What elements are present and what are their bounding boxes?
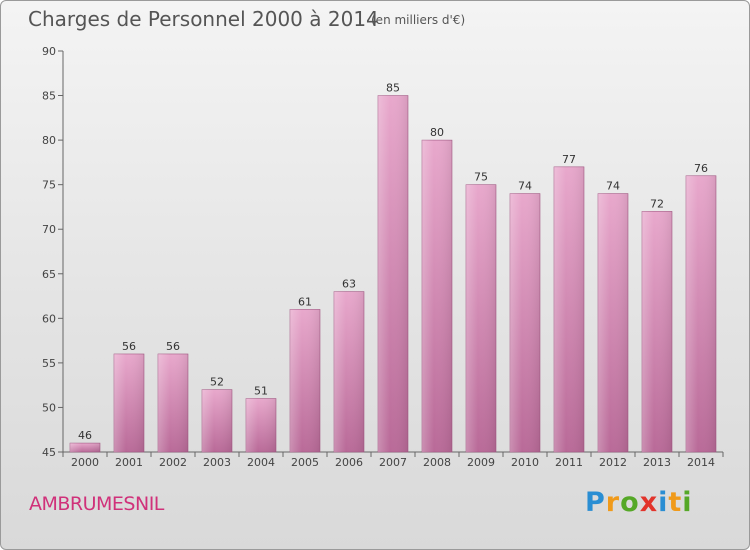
y-tick-label: 65 [42, 268, 56, 281]
x-tick-label: 2001 [115, 456, 143, 469]
data-label: 56 [166, 340, 180, 353]
bar-shade [158, 353, 188, 452]
x-tick-label: 2010 [511, 456, 539, 469]
logo-letter: i [682, 487, 693, 518]
logo-letter: o [620, 487, 640, 518]
logo-letter: P [585, 487, 606, 518]
x-tick-label: 2011 [555, 456, 583, 469]
x-tick-label: 2000 [71, 456, 99, 469]
unit-note: (en milliers d'€) [371, 13, 466, 27]
data-label: 74 [518, 180, 532, 193]
x-tick-label: 2003 [203, 456, 231, 469]
chart-title: Charges de Personnel 2000 à 2014 [28, 7, 379, 31]
bar-shade [334, 291, 364, 452]
y-tick-label: 45 [42, 446, 56, 459]
data-label: 77 [562, 153, 576, 166]
bar-shade [422, 140, 452, 452]
data-label: 75 [474, 171, 488, 184]
x-tick-label: 2014 [687, 456, 715, 469]
data-label: 76 [694, 162, 708, 175]
y-tick-label: 75 [42, 179, 56, 192]
x-tick-label: 2005 [291, 456, 319, 469]
bar-shade [466, 184, 496, 452]
data-label: 63 [342, 278, 356, 291]
data-label: 51 [254, 385, 268, 398]
logo-letter: r [605, 487, 621, 518]
logo-letter: i [658, 487, 669, 518]
bar-shade [202, 389, 232, 452]
x-tick-label: 2008 [423, 456, 451, 469]
x-tick-label: 2009 [467, 456, 495, 469]
logo-letter: t [668, 487, 683, 518]
x-tick-label: 2006 [335, 456, 363, 469]
y-tick-label: 70 [42, 223, 56, 236]
bar-shade [290, 309, 320, 452]
data-label: 72 [650, 197, 664, 210]
x-tick-label: 2007 [379, 456, 407, 469]
y-tick-label: 55 [42, 357, 56, 370]
x-tick-label: 2004 [247, 456, 275, 469]
bar-shade [70, 443, 100, 452]
x-tick-label: 2012 [599, 456, 627, 469]
x-tick-label: 2013 [643, 456, 671, 469]
bar-shade [510, 193, 540, 453]
y-tick-label: 60 [42, 312, 56, 325]
data-label: 56 [122, 340, 136, 353]
y-tick-label: 90 [42, 45, 56, 58]
x-tick-label: 2002 [159, 456, 187, 469]
bar-shade [378, 95, 408, 453]
data-label: 74 [606, 180, 620, 193]
y-tick-label: 85 [42, 90, 56, 103]
y-tick-label: 50 [42, 401, 56, 414]
bar-shade [686, 175, 716, 452]
data-label: 61 [298, 295, 312, 308]
bar-shade [642, 211, 672, 452]
bar-shade [554, 166, 584, 452]
y-tick-label: 80 [42, 134, 56, 147]
data-label: 52 [210, 376, 224, 389]
bar-shade [246, 398, 276, 452]
data-label: 85 [386, 82, 400, 95]
data-label: 80 [430, 126, 444, 139]
commune-name: AMBRUMESNIL [29, 493, 164, 515]
bar-shade [114, 353, 144, 452]
data-label: 46 [78, 429, 92, 442]
logo-letter: x [639, 487, 659, 518]
proxiti-logo: Proxiti [585, 487, 693, 518]
bar-shade [598, 193, 628, 453]
